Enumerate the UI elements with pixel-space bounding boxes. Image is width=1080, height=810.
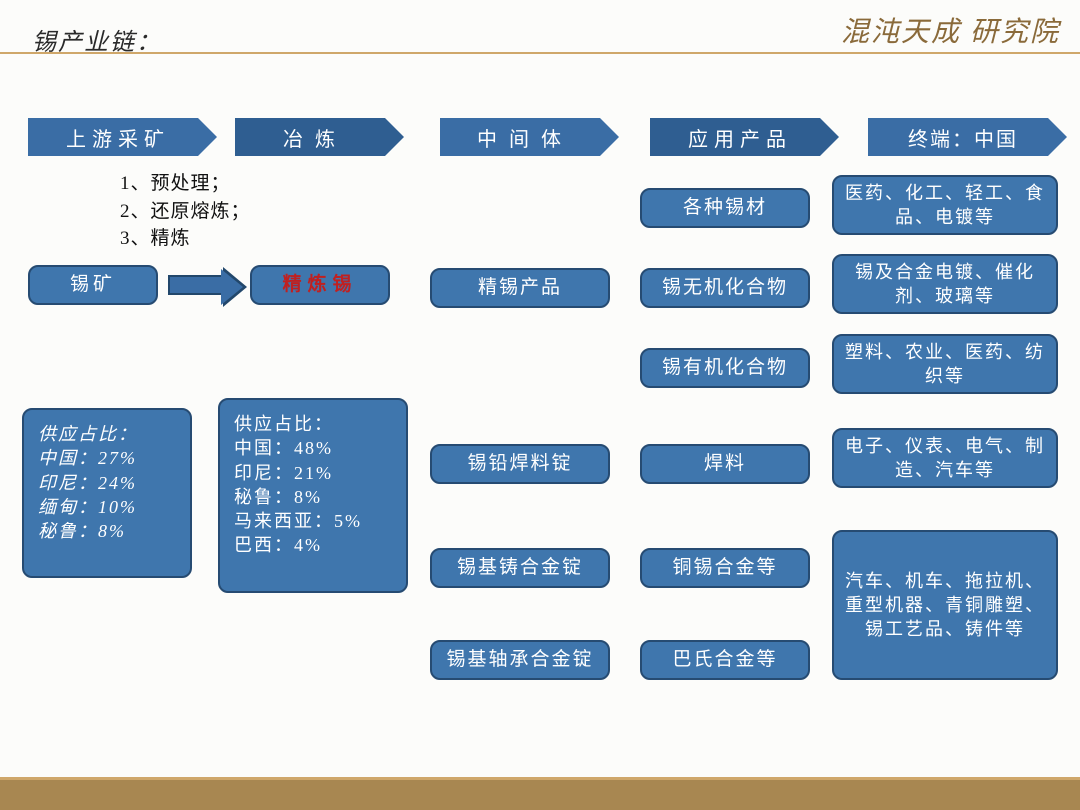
supply-row: 缅甸：10%: [38, 495, 138, 519]
terminal-node: 医药、化工、轻工、食品、电镀等: [832, 175, 1058, 235]
stage-chevron: 冶炼: [235, 118, 385, 156]
application-node: 巴氏合金等: [640, 640, 810, 680]
terminal-node: 电子、仪表、电气、制造、汽车等: [832, 428, 1058, 488]
supply-title: 供应占比：: [234, 412, 362, 436]
supply-row: 印尼：21%: [234, 461, 362, 485]
footer-bar: [0, 780, 1080, 810]
supply-row: 中国：48%: [234, 436, 362, 460]
stage-chevron: 应用产品: [650, 118, 820, 156]
intermediate-node: 精锡产品: [430, 268, 610, 308]
supply-left-box: 供应占比： 中国：27% 印尼：24% 缅甸：10% 秘鲁：8%: [22, 408, 192, 578]
application-node: 锡无机化合物: [640, 268, 810, 308]
supply-row: 秘鲁：8%: [234, 485, 362, 509]
supply-row: 秘鲁：8%: [38, 519, 138, 543]
process-step: 1、预处理；: [120, 170, 251, 198]
supply-right-box: 供应占比： 中国：48% 印尼：21% 秘鲁：8% 马来西亚：5% 巴西：4%: [218, 398, 408, 593]
terminal-node: 锡及合金电镀、催化剂、玻璃等: [832, 254, 1058, 314]
node-refined-tin: 精炼锡: [250, 265, 390, 305]
process-step: 2、还原熔炼；: [120, 198, 251, 226]
terminal-node: 塑料、农业、医药、纺织等: [832, 334, 1058, 394]
intermediate-node: 锡基轴承合金锭: [430, 640, 610, 680]
node-ore: 锡矿: [28, 265, 158, 305]
supply-row: 巴西：4%: [234, 533, 362, 557]
application-node: 各种锡材: [640, 188, 810, 228]
brand-logo: 混沌天成 研究院: [841, 10, 1060, 50]
arrow-ore-to-refined: [168, 275, 223, 295]
supply-row: 马来西亚：5%: [234, 509, 362, 533]
application-node: 锡有机化合物: [640, 348, 810, 388]
supply-title: 供应占比：: [38, 422, 138, 446]
stage-chevron: 中间体: [440, 118, 600, 156]
stage-chevron: 上游采矿: [28, 118, 198, 156]
application-node: 焊料: [640, 444, 810, 484]
intermediate-node: 锡铅焊料锭: [430, 444, 610, 484]
terminal-node: 汽车、机车、拖拉机、重型机器、青铜雕塑、锡工艺品、铸件等: [832, 530, 1058, 680]
divider-top: [0, 52, 1080, 54]
supply-row: 印尼：24%: [38, 471, 138, 495]
application-node: 铜锡合金等: [640, 548, 810, 588]
intermediate-node: 锡基铸合金锭: [430, 548, 610, 588]
stage-chevron: 终端：中国: [868, 118, 1048, 156]
process-steps: 1、预处理； 2、还原熔炼； 3、精炼: [120, 170, 251, 253]
supply-row: 中国：27%: [38, 446, 138, 470]
process-step: 3、精炼: [120, 225, 251, 253]
